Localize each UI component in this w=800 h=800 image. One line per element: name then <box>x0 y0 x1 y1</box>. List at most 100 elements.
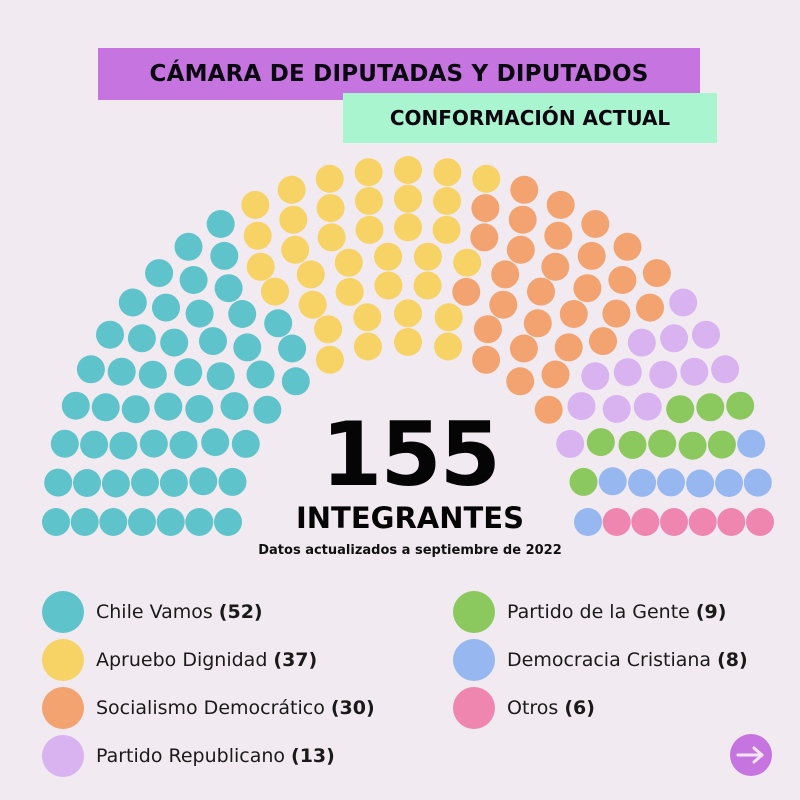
seat-dot <box>121 395 150 424</box>
seat-dot <box>413 271 442 300</box>
updated-note: Datos actualizados a septiembre de 2022 <box>258 543 562 558</box>
seat-dot <box>156 508 185 536</box>
seat-dot <box>107 357 136 386</box>
legend-label: Democracia Cristiana <box>507 649 712 671</box>
seat-dot <box>541 360 570 389</box>
seat-dot <box>246 252 275 281</box>
seat-dot <box>433 187 461 215</box>
seat-dot <box>42 508 70 536</box>
seat-dot <box>210 241 239 270</box>
seat-dot <box>608 266 637 294</box>
seat-dot <box>491 260 520 289</box>
seat-dot <box>91 393 120 422</box>
seat-dot <box>189 467 218 496</box>
legend-label: Partido Republicano <box>96 745 286 767</box>
seat-dot <box>581 362 610 391</box>
seat-dot <box>602 508 631 536</box>
seat-dot <box>452 277 481 306</box>
legend-item: Partido de la Gente (9) <box>453 588 748 636</box>
seat-dot <box>61 391 90 420</box>
seat-dot <box>649 360 678 389</box>
seat-dot <box>394 328 422 356</box>
seat-dot <box>101 469 130 498</box>
next-button[interactable] <box>730 734 772 776</box>
legend-item: Apruebo Dignidad (37) <box>42 636 375 684</box>
seat-dot <box>567 392 596 421</box>
seat-dot <box>179 266 208 294</box>
seat-dot <box>44 468 73 497</box>
seat-dot <box>317 223 346 252</box>
seat-dot <box>228 300 257 328</box>
seat-dot <box>233 333 262 362</box>
seat-dot <box>692 320 720 349</box>
seat-dot <box>598 467 627 496</box>
seat-dot <box>199 327 227 356</box>
seat-dot <box>737 429 766 458</box>
seat-dot <box>214 274 243 303</box>
seat-dot <box>99 508 128 536</box>
seat-dot <box>577 241 606 270</box>
seat-dot <box>334 248 363 277</box>
seat-dot <box>434 332 463 361</box>
seat-dot <box>544 221 573 250</box>
seat-dot <box>574 508 602 536</box>
seat-dot <box>556 429 585 458</box>
legend-left: Chile Vamos (52) Apruebo Dignidad (37) S… <box>42 588 375 780</box>
page-title: CÁMARA DE DIPUTADAS Y DIPUTADOS <box>149 61 649 87</box>
legend-item: Chile Vamos (52) <box>42 588 375 636</box>
seat-dot <box>296 260 325 289</box>
legend-right: Partido de la Gente (9) Democracia Crist… <box>453 588 748 732</box>
seat-dot <box>510 175 539 204</box>
seat-dot <box>70 508 99 536</box>
seat-dot <box>253 395 282 424</box>
seat-dot <box>434 303 463 332</box>
seat-dot <box>669 288 698 317</box>
seat-dot <box>246 360 275 389</box>
seat-dot <box>174 232 203 261</box>
legend-count: (6) <box>564 697 595 719</box>
seat-dot <box>413 242 442 271</box>
seat-dot <box>508 205 537 234</box>
seat-dot <box>688 508 717 536</box>
seat-dot <box>353 303 382 332</box>
seat-dot <box>206 362 235 391</box>
seat-dot <box>220 392 249 421</box>
legend-item: Democracia Cristiana (8) <box>453 636 748 684</box>
seat-dot <box>554 333 583 362</box>
seat-dot <box>470 223 499 252</box>
seat-dot <box>185 395 214 423</box>
legend-count: (52) <box>218 601 263 623</box>
seat-dot <box>569 467 598 496</box>
seat-dot <box>743 468 772 497</box>
legend-item: Otros (6) <box>453 684 748 732</box>
seat-dot <box>696 393 725 422</box>
seat-dot <box>174 358 203 387</box>
legend-label: Partido de la Gente <box>507 601 690 623</box>
seat-dot <box>506 367 535 396</box>
seat-dot <box>394 299 422 328</box>
seat-dot <box>145 259 174 288</box>
seat-dot <box>374 271 403 300</box>
total-seats: 155 <box>321 403 501 506</box>
arrow-right-icon <box>736 746 764 764</box>
legend-swatch-icon <box>453 639 495 681</box>
seat-dot <box>73 469 101 497</box>
legend-label: Otros <box>507 697 559 719</box>
seat-dot <box>633 392 662 421</box>
seat-dot <box>581 210 610 238</box>
seat-dot <box>613 232 642 261</box>
seat-dot <box>355 215 384 244</box>
seat-dot <box>231 429 260 458</box>
seat-dot <box>160 328 189 357</box>
seat-dot <box>541 252 570 281</box>
legend-swatch-icon <box>42 687 84 729</box>
seat-dot <box>432 215 461 244</box>
seat-dot <box>546 190 575 219</box>
seat-dot <box>472 345 501 374</box>
seat-dot <box>315 164 344 193</box>
seat-dot <box>218 467 247 496</box>
seat-dot <box>185 508 214 536</box>
seat-dot <box>715 469 743 497</box>
legend-swatch-icon <box>42 639 84 681</box>
legend-swatch-icon <box>453 591 495 633</box>
